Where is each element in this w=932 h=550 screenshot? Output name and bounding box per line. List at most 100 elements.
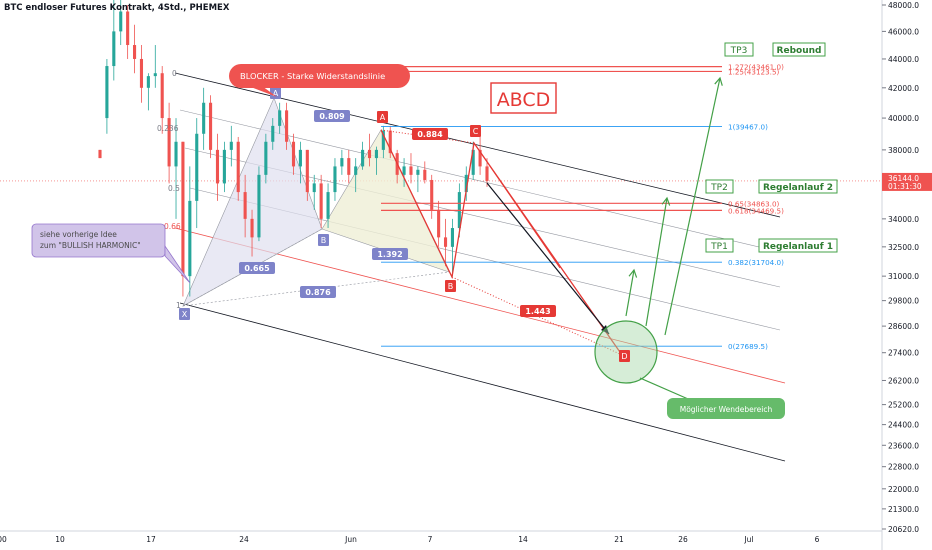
candle [450,218,454,277]
y-tick-label: 22800.0 [888,463,919,472]
target-tp-box [705,179,734,194]
fib-level-label: 1(39467.0) [728,122,768,131]
candle [119,0,123,46]
candle-body [402,166,406,175]
target-arrow [645,197,668,327]
x-tick-label: 17 [146,535,156,544]
candle-body [243,192,247,219]
candle-body [340,158,344,167]
candle [250,209,254,257]
harmonic-xb-line [182,228,323,307]
candle [264,133,268,184]
y-tick-label: 42000.0 [888,84,919,93]
candle-body [139,58,144,88]
candle-body [181,141,185,277]
y-axis-background [882,0,932,550]
candle [409,153,413,184]
candle [367,133,372,167]
candle [105,58,109,134]
target-name-box [772,42,826,57]
x-tick-label: Jun [344,535,357,544]
candle-body [188,200,192,277]
candle [222,141,226,193]
target-name-text: Regelanlauf 2 [763,183,833,193]
candle [333,158,337,201]
candle [291,133,296,175]
candle [98,149,102,159]
candle-body [485,166,489,181]
candle [174,118,178,219]
x-tick-label: 00 [0,535,7,544]
target-name-text: Rebound [777,46,822,56]
candle [478,136,482,175]
pattern-point-bg [318,234,329,246]
candle [153,45,157,88]
current-price-value: 36144.0 [888,174,919,183]
candle-body [271,125,275,142]
candle-body [381,130,385,150]
target-arrowhead [628,268,638,278]
candle-body [333,166,337,193]
target-tp-text: TP3 [730,46,748,56]
candle-body [361,149,365,167]
zone-callout-bg [667,398,785,419]
y-tick-label: 26200.0 [888,376,919,385]
candle [347,149,351,184]
candle [298,141,302,184]
candle-body [423,169,427,180]
ratio-label: 1.392 [372,248,408,260]
y-tick-label: 38000.0 [888,146,919,155]
candle [195,118,199,229]
pattern-point-text: A [273,89,279,98]
y-tick-label: 25200.0 [888,401,919,410]
candle-body [437,209,441,238]
ratio-label-text: 1.392 [377,250,402,259]
current-price-countdown: 01:31:30 [888,182,922,191]
y-tick-label: 20620.0 [888,525,919,534]
candle [326,183,330,229]
candle [402,158,406,187]
pattern-point: A [377,111,388,123]
pattern-point-text: D [621,352,627,361]
current-price-tag [882,172,932,191]
candle [112,0,116,81]
candle-body [167,118,171,167]
pattern-point-text: X [182,310,188,319]
blocker-callout-tail [248,86,277,97]
channel-line [179,302,786,462]
candle-body [464,174,468,193]
x-tick-label: 24 [239,535,249,544]
candle-body [229,141,233,150]
fib-level-label: 0.65(34863.0) [728,199,780,208]
blocker-callout-bg [229,64,410,88]
candle [209,95,213,159]
zone-callout: Möglicher Wendebereich [667,398,785,419]
candle-body [236,141,240,193]
left-fib-label: 0.66 [164,222,181,231]
target-label: TP3 Rebound [724,42,826,57]
candle-body [202,102,206,134]
ratio-label-text: 0.884 [417,130,443,139]
abcd-pattern-line [380,129,623,356]
candle-body [215,149,220,184]
pattern-point-bg [270,87,281,99]
y-tick-label: 34000.0 [888,215,919,224]
y-tick-label: 32500.0 [888,243,919,252]
candle-body [416,169,420,175]
x-tick-label: 26 [678,535,688,544]
note-callout: siehe vorherige Idee zum "BULLISH HARMONI… [31,223,191,284]
ratio-label: 0.665 [239,262,275,274]
candle [381,125,385,159]
candle [443,218,448,267]
ratio-label: 0.809 [314,110,350,122]
projection-arrow [486,182,610,335]
candle [202,87,206,150]
candle-body [174,141,178,167]
candle-body [298,149,302,167]
candle [160,66,164,134]
target-tp-box [705,238,734,253]
candle-body [146,76,150,88]
left-fib-label: 0.5 [168,184,180,193]
